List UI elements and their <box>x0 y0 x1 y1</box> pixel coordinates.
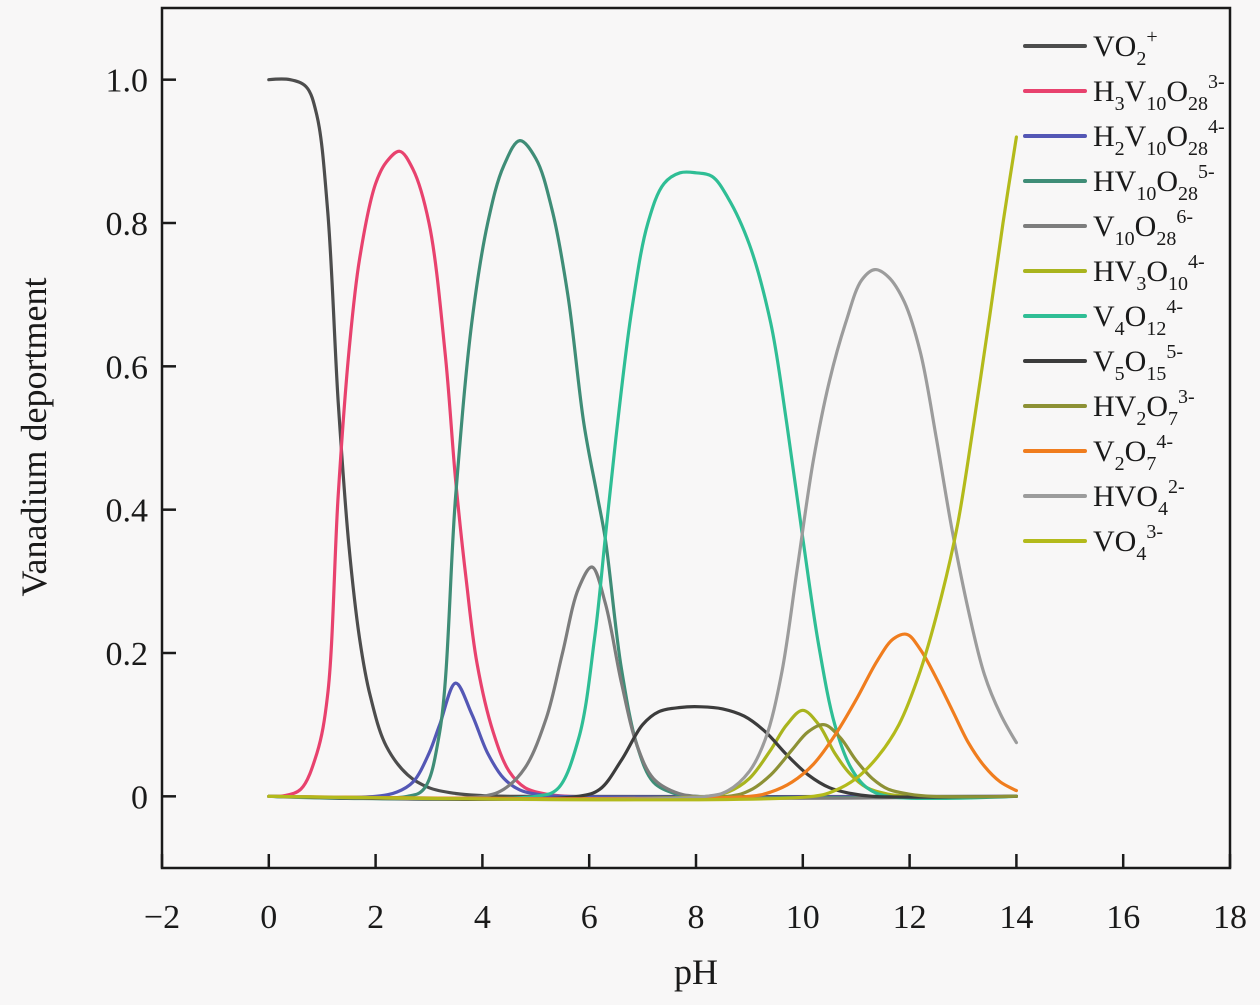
legend-label: V2O74- <box>1093 431 1173 475</box>
legend-label: HVO42- <box>1093 476 1185 520</box>
x-tick-label: 2 <box>367 899 384 936</box>
y-tick-label: 0 <box>131 779 148 816</box>
x-tick-label: 8 <box>688 899 705 936</box>
curve-V10O286- <box>267 565 1018 801</box>
y-axis-label: Vanadium deportment <box>14 277 54 597</box>
curve-VO43- <box>267 135 1018 802</box>
y-tick-label: 0.4 <box>106 493 149 530</box>
x-axis-label: pH <box>674 952 718 992</box>
y-tick-label: 0.8 <box>106 206 149 243</box>
x-tick-label: 6 <box>581 899 598 936</box>
x-tick-label: 0 <box>260 899 277 936</box>
legend-label: H2V10O284- <box>1093 116 1225 160</box>
curve-VO2+ <box>267 77 1018 799</box>
legend-label: V4O124- <box>1093 296 1183 340</box>
legend-label: HV3O104- <box>1093 251 1205 295</box>
y-tick-label: 0.2 <box>106 636 149 673</box>
curve-HVO42- <box>267 267 1018 802</box>
legend-label: V5O155- <box>1093 341 1183 385</box>
legend-label: H3V10O283- <box>1093 71 1225 115</box>
y-tick-label: 1.0 <box>106 63 149 100</box>
curve-V4O124- <box>267 170 1018 801</box>
legend-label: VO2+ <box>1093 26 1158 70</box>
legend-label: HV2O73- <box>1093 386 1195 430</box>
x-tick-label: 10 <box>786 899 820 936</box>
x-tick-label: 14 <box>999 899 1033 936</box>
x-tick-label: 16 <box>1106 899 1140 936</box>
curve-V2O74- <box>267 632 1018 801</box>
legend-label: V10O286- <box>1093 206 1193 250</box>
x-tick-label: 4 <box>474 899 491 936</box>
y-tick-label: 0.6 <box>106 349 149 386</box>
curve-HV10O285- <box>267 139 1018 801</box>
curves-layer <box>267 77 1018 802</box>
legend-label: HV10O285- <box>1093 161 1215 205</box>
legend: VO2+H3V10O283-H2V10O284-HV10O285-V10O286… <box>1023 26 1225 565</box>
legend-label: VO43- <box>1093 521 1163 565</box>
curve-H3V10O283- <box>267 149 1018 800</box>
curve-V5O155- <box>267 705 1018 802</box>
x-tick-label: 12 <box>893 899 927 936</box>
x-tick-label: 18 <box>1213 899 1247 936</box>
x-tick-label: −2 <box>144 899 180 936</box>
